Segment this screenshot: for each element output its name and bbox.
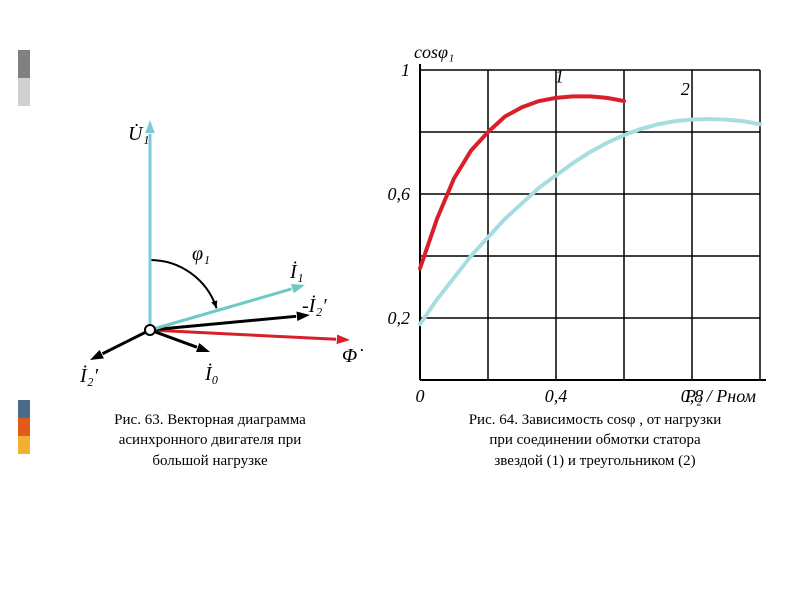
caption-line: большой нагрузке [70,451,350,471]
caption-line: асинхронного двигателя при [70,430,350,450]
figure-64-caption: Рис. 64. Зависимость cosφ , от нагрузкип… [415,410,775,471]
figure-container: U̇₁ İ₁ Φ̇ -İ₂′ İ₂′ İ₀ φ₁ Рис. 63. Векторная ди… [0,0,800,600]
caption-line: Рис. 63. Векторная диаграмма [70,410,350,430]
svg-text:1: 1 [401,60,410,80]
svg-text:0,2: 0,2 [388,308,411,328]
svg-text:İ₁: İ₁ [289,260,304,283]
svg-text:İ₀: İ₀ [204,362,219,385]
svg-text:0,4: 0,4 [545,386,568,406]
svg-text:2: 2 [681,79,690,99]
svg-text:İ₂′: İ₂′ [79,364,99,387]
vector-diagram: U̇₁ İ₁ Φ̇ -İ₂′ İ₂′ İ₀ φ₁ [40,60,370,400]
caption-line: при соединении обмотки статора [415,430,775,450]
svg-text:0,6: 0,6 [388,184,411,204]
cosphi-chart: 00,40,80,20,61cosφ₁Р₂ / Рном12 [365,40,770,420]
svg-text:1: 1 [555,66,564,86]
svg-text:φ₁: φ₁ [192,243,210,265]
svg-text:U̇₁: U̇₁ [128,122,149,145]
svg-text:-İ₂′: -İ₂′ [302,294,327,317]
svg-text:Р₂ / Рном: Р₂ / Рном [684,386,756,406]
caption-line: Рис. 64. Зависимость cosφ , от нагрузки [415,410,775,430]
figure-63-panel: U̇₁ İ₁ Φ̇ -İ₂′ İ₂′ İ₀ φ₁ Рис. 63. Векторная ди… [0,0,400,600]
svg-text:cosφ₁: cosφ₁ [414,42,454,62]
svg-text:Φ̇: Φ̇ [342,345,363,367]
figure-63-caption: Рис. 63. Векторная диаграммаасинхронного… [70,410,350,471]
caption-line: звездой (1) и треугольником (2) [415,451,775,471]
figure-64-panel: 00,40,80,20,61cosφ₁Р₂ / Рном12 Рис. 64. … [400,0,800,600]
svg-text:0: 0 [416,386,425,406]
